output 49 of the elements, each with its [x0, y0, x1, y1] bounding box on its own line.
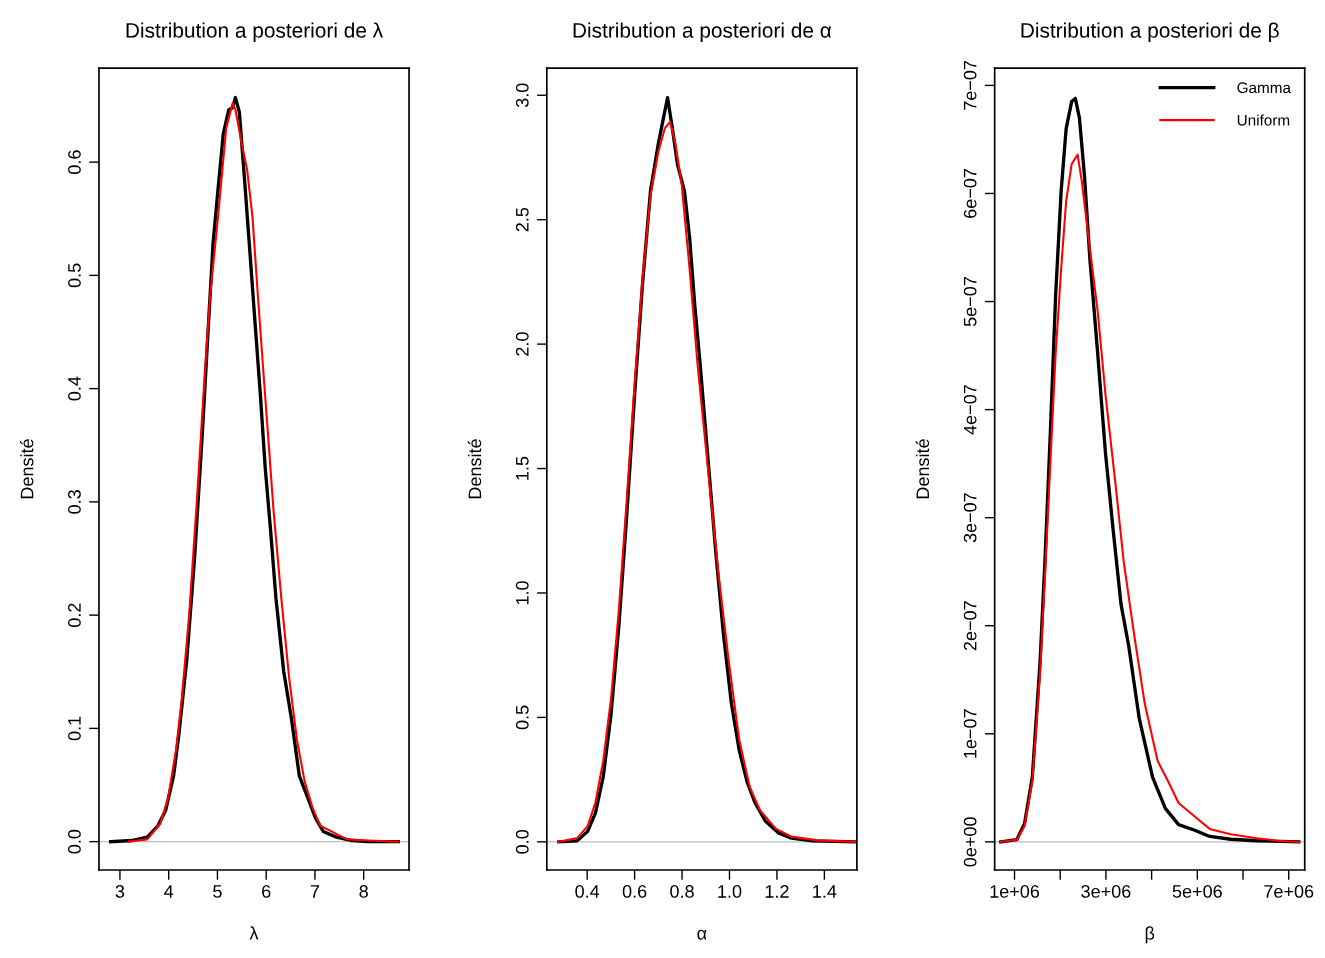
y-tick-label: 3.0	[515, 83, 529, 108]
y-tick-label: 1.5	[516, 456, 529, 480]
x-axis-title: λ	[249, 926, 259, 940]
y-tick-label: 0.5	[515, 705, 529, 730]
x-tick-label: 0.6	[622, 885, 647, 898]
x-tick-label: 8	[359, 885, 368, 898]
y-axis-title: Densité	[915, 439, 930, 499]
x-axis-title: α	[697, 929, 707, 940]
y-tick-label: 7e−07	[963, 60, 977, 110]
x-tick-label: 6	[262, 885, 271, 898]
x-tick-label: 0.4	[575, 885, 600, 898]
x-tick-label: 7	[310, 885, 320, 898]
legend-label: Uniform	[1237, 114, 1290, 126]
y-tick-label: 2.0	[515, 332, 529, 356]
y-tick-label: 2e−07	[963, 601, 977, 651]
y-axis-title: Densité	[467, 439, 482, 499]
x-tick-label: 5e+06	[1172, 885, 1222, 898]
y-tick-label: 2.5	[515, 207, 529, 232]
y-tick-label: 3e−07	[963, 493, 977, 543]
y-tick-label: 0.0	[515, 829, 529, 854]
x-tick-label: 1.0	[718, 885, 742, 898]
y-tick-label: 4e−07	[963, 385, 977, 435]
y-tick-label: 0.2	[68, 603, 81, 627]
y-tick-label: 0.4	[68, 376, 81, 401]
y-tick-label: 1.0	[515, 581, 529, 605]
x-tick-label: 1.2	[765, 885, 789, 898]
y-tick-label: 1e−07	[963, 709, 977, 758]
y-tick-label: 0.1	[68, 716, 81, 741]
y-tick-label: 0e+00	[963, 817, 977, 867]
x-tick-label: 1e+06	[990, 885, 1040, 898]
y-tick-label: 5e−07	[963, 277, 977, 327]
chart-title: Distribution a posteriori de α	[573, 22, 832, 42]
y-tick-label: 0.3	[68, 490, 81, 514]
legend-label: Gamma	[1237, 82, 1291, 94]
x-tick-label: 5	[213, 885, 222, 898]
y-tick-label: 6e−07	[963, 169, 977, 218]
x-tick-label: 3e+06	[1081, 885, 1131, 898]
y-tick-label: 0.6	[68, 150, 81, 174]
y-axis-title: Densité	[19, 439, 34, 499]
chart-title: Distribution a posteriori de λ	[126, 22, 383, 42]
x-tick-label: 7e+06	[1264, 885, 1314, 898]
x-axis-title: β	[1145, 926, 1155, 944]
x-tick-label: 3	[115, 885, 125, 898]
y-tick-label: 0.5	[68, 263, 81, 288]
x-tick-label: 0.8	[670, 885, 694, 898]
x-tick-label: 1.4	[813, 885, 837, 898]
x-tick-label: 4	[164, 885, 174, 898]
y-tick-label: 0.0	[68, 829, 81, 854]
chart-title: Distribution a posteriori de β	[1021, 22, 1279, 42]
